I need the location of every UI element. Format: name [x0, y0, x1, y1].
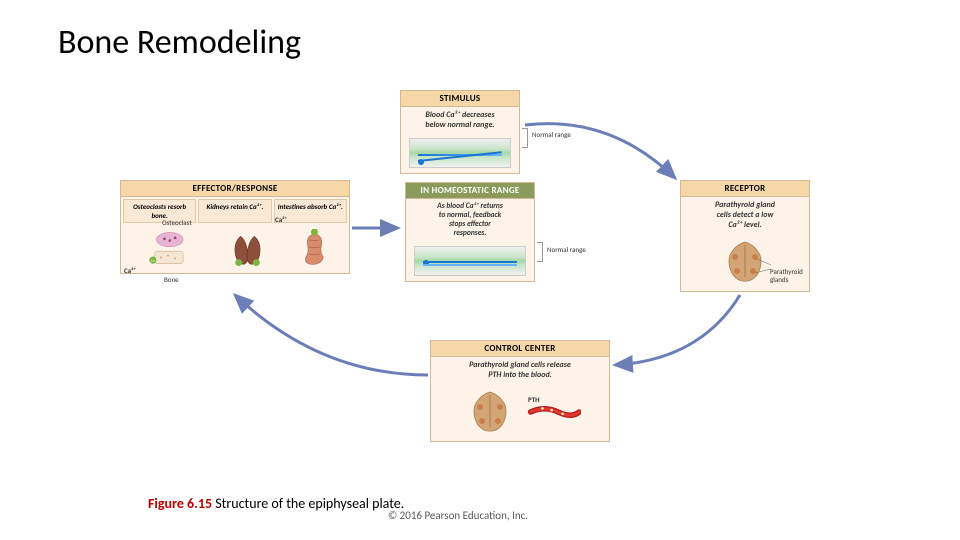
- homeo-line1: As blood Ca²⁺ returns: [437, 202, 503, 211]
- arrow-stimulus-to-receptor: [520, 110, 700, 190]
- parathyroid-gland-icon: [715, 237, 775, 287]
- ca-label-2: Ca²⁺: [275, 215, 287, 224]
- control-pth-label: PTH: [528, 395, 540, 404]
- effector-sub2: Kidneys retain Ca²⁺.: [198, 199, 271, 223]
- homeo-range-label: Normal range: [547, 245, 586, 254]
- stimulus-range-label: Normal range: [532, 130, 571, 139]
- control-gland-icon: [460, 387, 520, 437]
- svg-text:Ca: Ca: [151, 259, 155, 263]
- control-header: CONTROL CENTER: [431, 341, 609, 357]
- effector-header: EFFECTOR/RESPONSE: [121, 181, 349, 197]
- receptor-gland-label: Parathyroid glands: [770, 268, 820, 283]
- receptor-text: Parathyroid gland cells detect a low Ca²…: [681, 197, 809, 233]
- arrow-control-to-effector: [220, 285, 440, 390]
- receptor-line2: cells detect a low: [717, 210, 774, 220]
- intestine-icon: [297, 229, 332, 269]
- receptor-line1: Parathyroid gland: [715, 200, 775, 210]
- homeostatic-text: As blood Ca²⁺ returns to normal, feedbac…: [406, 199, 534, 241]
- arrow-receptor-to-control: [590, 290, 750, 380]
- stimulus-text: Blood Ca²⁺ decreases below normal range.: [401, 107, 519, 133]
- control-box: CONTROL CENTER Parathyroid gland cells r…: [430, 340, 610, 442]
- stimulus-range-graphic: [409, 138, 511, 168]
- homeo-range-graphic: [414, 246, 526, 276]
- homeo-line3: stops effector: [449, 220, 491, 229]
- figure-caption: Figure 6.15 Structure of the epiphyseal …: [148, 495, 404, 512]
- homeostatic-box: IN HOMEOSTATIC RANGE As blood Ca²⁺ retur…: [405, 182, 535, 282]
- control-line2: PTH into the blood.: [488, 370, 552, 380]
- bone-label: Bone: [164, 275, 179, 284]
- stimulus-bracket: [522, 128, 528, 148]
- arrow-effector-to-homeostatic: [350, 218, 410, 238]
- stimulus-line2: below normal range.: [425, 120, 494, 130]
- homeo-line2: to normal, feedback: [439, 211, 501, 220]
- receptor-header: RECEPTOR: [681, 181, 809, 197]
- figure-number: Figure 6.15: [148, 495, 212, 512]
- kidney-icon: [230, 229, 265, 269]
- stimulus-box: STIMULUS Blood Ca²⁺ decreases below norm…: [400, 90, 520, 174]
- control-line1: Parathyroid gland cells release: [469, 360, 571, 370]
- copyright-text: © 2016 Pearson Education, Inc.: [388, 509, 528, 522]
- homeo-line4: responses.: [454, 229, 487, 238]
- receptor-line3: Ca²⁺ level.: [728, 220, 761, 230]
- homeo-bracket: [537, 242, 543, 262]
- figure-caption-text: Structure of the epiphyseal plate.: [215, 495, 404, 512]
- osteoclast-label: Osteoclast: [162, 218, 192, 227]
- feedback-loop-diagram: STIMULUS Blood Ca²⁺ decreases below norm…: [120, 90, 840, 470]
- bone-osteoclast-icon: Ca: [138, 229, 198, 269]
- slide-title: Bone Remodeling: [58, 22, 301, 63]
- stimulus-line1: Blood Ca²⁺ decreases: [425, 110, 494, 120]
- effector-box: EFFECTOR/RESPONSE Osteoclasts resorb bon…: [120, 180, 350, 274]
- ca-label-1: Ca²⁺: [124, 266, 136, 275]
- control-text: Parathyroid gland cells release PTH into…: [431, 357, 609, 383]
- stimulus-header: STIMULUS: [401, 91, 519, 107]
- homeostatic-header: IN HOMEOSTATIC RANGE: [406, 183, 534, 199]
